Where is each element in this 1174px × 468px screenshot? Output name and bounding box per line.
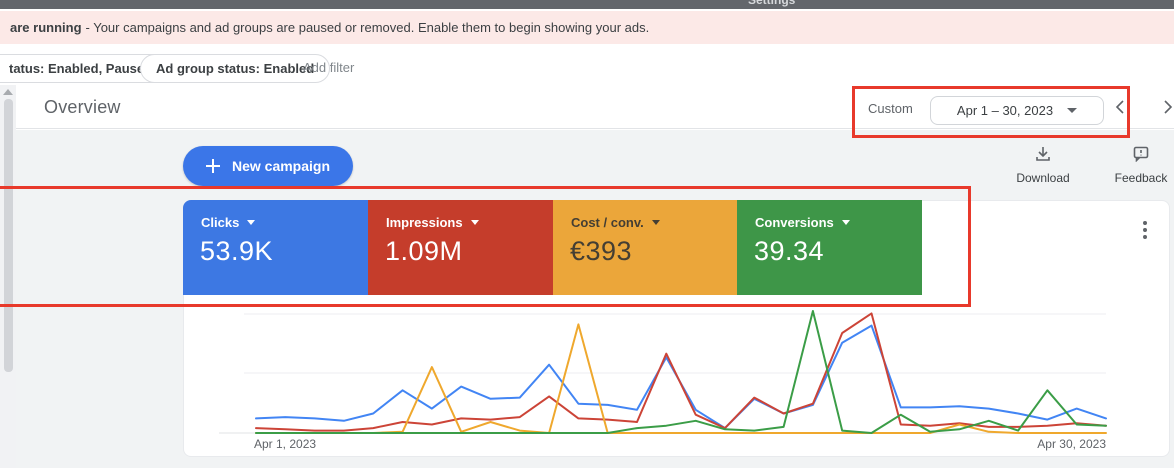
add-filter-button[interactable]: Add filter bbox=[303, 60, 355, 75]
metric-card-clicks[interactable]: Clicks 53.9K bbox=[183, 200, 368, 295]
x-axis-end-label: Apr 30, 2023 bbox=[1037, 437, 1106, 451]
overview-chart-card: Clicks 53.9K Impressions 1.09M Cost / co… bbox=[183, 200, 1170, 457]
metric-cost-per-conv-label: Cost / conv. bbox=[571, 215, 644, 230]
metric-clicks-value: 53.9K bbox=[200, 236, 274, 266]
alert-banner: are running - Your campaigns and ad grou… bbox=[0, 11, 1174, 44]
previous-date-range-button[interactable] bbox=[1114, 99, 1126, 115]
date-range-select[interactable]: Apr 1 – 30, 2023 bbox=[930, 96, 1104, 125]
download-icon bbox=[1036, 147, 1050, 161]
metric-card-impressions[interactable]: Impressions 1.09M bbox=[368, 200, 553, 295]
new-campaign-button[interactable]: New campaign bbox=[183, 146, 353, 186]
more-options-button[interactable] bbox=[1136, 217, 1154, 243]
date-range-value: Apr 1 – 30, 2023 bbox=[956, 103, 1054, 118]
metric-conversions-value: 39.34 bbox=[754, 236, 825, 266]
chevron-down-icon bbox=[651, 220, 660, 225]
alert-banner-bold-text: are running bbox=[10, 20, 82, 35]
top-dark-bar: Settings bbox=[0, 0, 1174, 9]
metric-conversions-label: Conversions bbox=[755, 215, 834, 230]
download-button[interactable]: Download bbox=[1008, 146, 1078, 185]
metric-impressions-value: 1.09M bbox=[385, 236, 463, 266]
alert-banner-text: - Your campaigns and ad groups are pause… bbox=[85, 20, 650, 35]
chevron-down-icon bbox=[1067, 108, 1078, 113]
metric-impressions-label: Impressions bbox=[386, 215, 463, 230]
chevron-down-icon bbox=[841, 220, 850, 225]
next-date-range-button[interactable] bbox=[1162, 99, 1174, 115]
chevron-down-icon bbox=[470, 220, 479, 225]
date-range-type-label: Custom bbox=[868, 101, 913, 116]
page-title: Overview bbox=[44, 97, 121, 117]
chevron-down-icon bbox=[247, 220, 256, 225]
feedback-button[interactable]: Feedback bbox=[1106, 146, 1174, 185]
vertical-scrollbar[interactable] bbox=[0, 85, 16, 468]
overview-header: Overview Custom Apr 1 – 30, 2023 bbox=[16, 85, 1174, 129]
metric-clicks-label: Clicks bbox=[201, 215, 240, 230]
metric-card-conversions[interactable]: Conversions 39.34 bbox=[737, 200, 922, 295]
ad-group-status-chip[interactable]: Ad group status: Enabled bbox=[140, 54, 331, 83]
scrollbar-up-arrow-icon[interactable] bbox=[3, 89, 13, 95]
metric-card-cost-per-conv[interactable]: Cost / conv. €393 bbox=[553, 200, 737, 295]
new-campaign-label: New campaign bbox=[231, 158, 331, 174]
feedback-icon bbox=[1133, 146, 1149, 163]
download-label: Download bbox=[1016, 171, 1070, 185]
scrollbar-thumb[interactable] bbox=[4, 99, 13, 372]
settings-tab-partial[interactable]: Settings bbox=[748, 0, 796, 7]
metric-cost-per-conv-value: €393 bbox=[570, 236, 633, 266]
feedback-label: Feedback bbox=[1114, 171, 1168, 185]
plus-icon bbox=[205, 159, 220, 173]
x-axis-start-label: Apr 1, 2023 bbox=[254, 437, 317, 451]
